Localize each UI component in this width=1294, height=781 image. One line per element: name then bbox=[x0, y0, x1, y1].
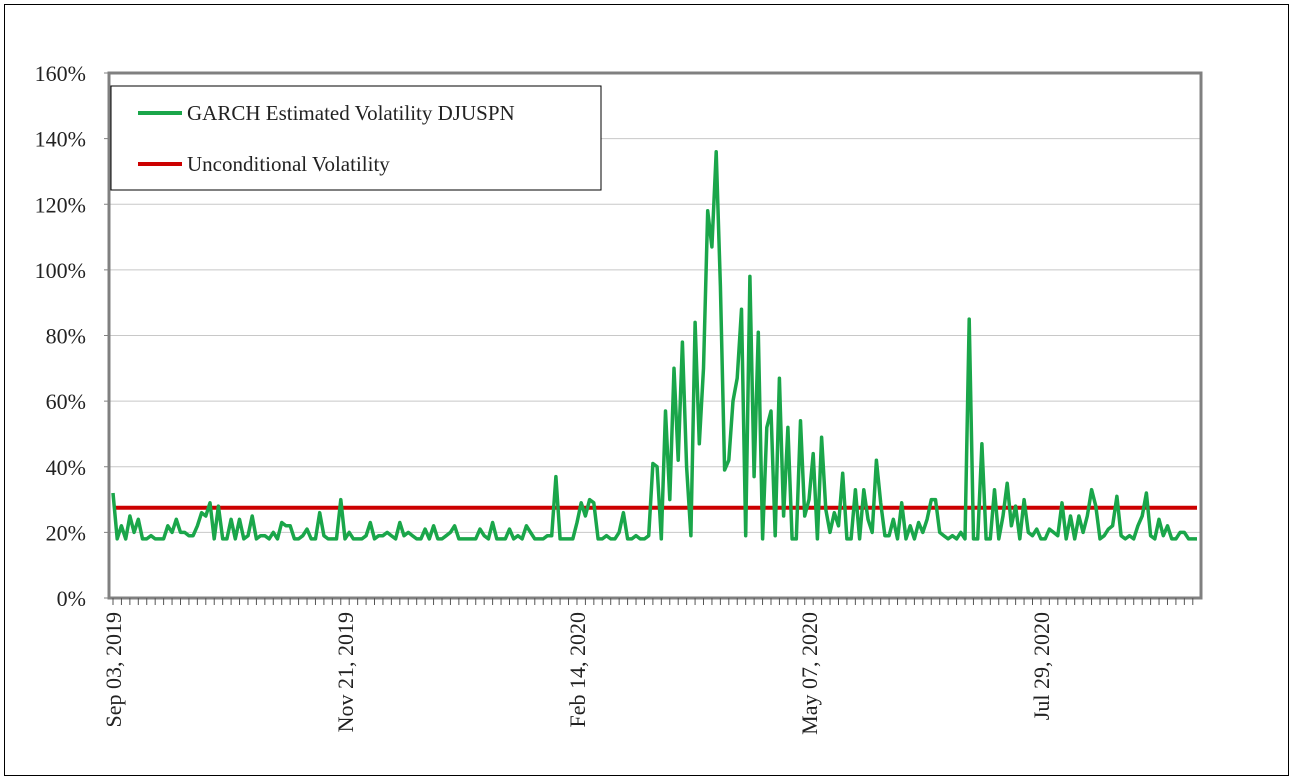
legend: GARCH Estimated Volatility DJUSPN Uncond… bbox=[110, 85, 602, 191]
y-tick-label: 160% bbox=[35, 61, 86, 86]
y-tick-label: 80% bbox=[46, 324, 86, 349]
x-tick-label: Jul 29, 2020 bbox=[1029, 612, 1054, 720]
x-tick-label: May 07, 2020 bbox=[797, 612, 822, 735]
y-tick-label: 120% bbox=[35, 192, 86, 217]
y-tick-label: 20% bbox=[46, 520, 86, 545]
y-tick-label: 40% bbox=[46, 455, 86, 480]
y-axis-labels: 0% 20% 40% 60% 80% 100% 120% 140% 160% bbox=[35, 61, 86, 611]
y-tick-label: 100% bbox=[35, 258, 86, 283]
series-garch-volatility bbox=[111, 150, 1197, 541]
legend-label-unconditional: Unconditional Volatility bbox=[187, 152, 390, 176]
series-lines bbox=[111, 150, 1197, 541]
y-tick-label: 60% bbox=[46, 389, 86, 414]
legend-box bbox=[110, 85, 602, 191]
x-axis-labels: Sep 03, 2019 Nov 21, 2019 Feb 14, 2020 May … bbox=[101, 612, 1054, 735]
x-tick-label: Feb 14, 2020 bbox=[565, 612, 590, 728]
x-tick-label: Nov 21, 2019 bbox=[333, 612, 358, 732]
plot-area bbox=[107, 71, 1203, 600]
y-tick-label: 140% bbox=[35, 127, 86, 152]
legend-label-garch: GARCH Estimated Volatility DJUSPN bbox=[187, 101, 515, 125]
x-tick-label: Sep 03, 2019 bbox=[101, 612, 126, 728]
y-tick-label: 0% bbox=[57, 586, 86, 611]
x-axis-ticks bbox=[112, 598, 1194, 605]
